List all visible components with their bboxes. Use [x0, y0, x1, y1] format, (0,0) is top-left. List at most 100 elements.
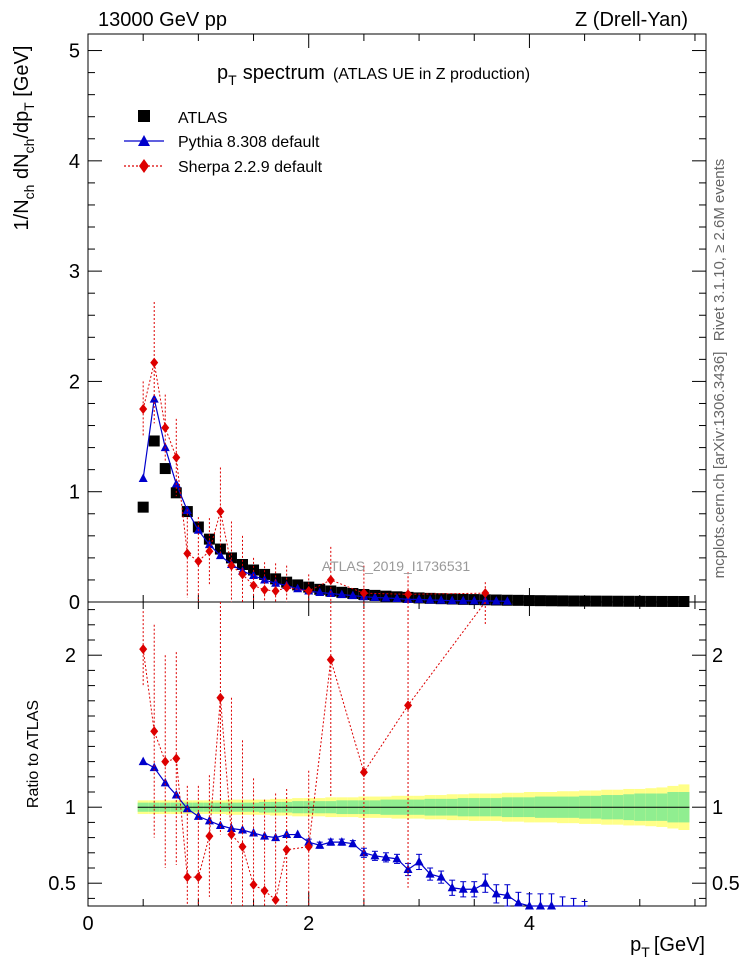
y-axis-label-main: 1/Nch dNch/dpT [GeV]: [11, 46, 37, 231]
sherpa-point-2: [161, 422, 170, 433]
ratio-ytick-label-1: 1: [65, 797, 76, 819]
atlas-point-36: [534, 595, 546, 607]
legend-pythia-label: Pythia 8.308 default: [178, 134, 320, 151]
ratio-ytick-label-right-2: 2: [712, 645, 723, 667]
sherpa-ratio-point-3: [172, 753, 181, 764]
pythia-point-27: [436, 595, 446, 604]
pythia-point-16: [315, 587, 325, 597]
pythia-ratio-point-2: [160, 777, 170, 787]
xtick-label-1: 2: [303, 913, 314, 935]
sherpa-ratio-point-2: [161, 756, 170, 767]
pythia-point-29: [458, 595, 468, 605]
sherpa-ratio-point-8: [227, 829, 236, 840]
main-ytick-label-5: 5: [69, 41, 80, 63]
xlabel-sub: T: [641, 944, 650, 960]
legend-atlas-marker: [138, 110, 150, 122]
pythia-ratio-point-22: [381, 852, 391, 861]
pythia-point-28: [447, 595, 457, 605]
data-series: [137, 302, 690, 910]
pythia-ratio-point-3: [171, 790, 181, 799]
sherpa-point-16: [359, 588, 368, 599]
sherpa-ratio-point-6: [205, 831, 214, 842]
title-p: p: [217, 62, 228, 84]
sherpa-ratio-point-16: [359, 767, 368, 778]
sherpa-point-7: [216, 506, 225, 517]
sherpa-ratio-point-0: [139, 644, 148, 655]
sherpa-point-9: [238, 569, 247, 580]
atlas-point-0: [137, 501, 149, 513]
pythia-ratio-point-18: [337, 837, 347, 846]
axis-ticks: 0 1 2 3 4 5 0.5 0.5 1 1 2 2 0 2 4: [48, 34, 740, 935]
sherpa-point-12: [271, 585, 280, 596]
sherpa-point-13: [282, 582, 291, 593]
pythia-ratio-point-26: [425, 869, 435, 878]
sherpa-point-0: [139, 403, 148, 414]
pythia-ratio-point-27: [436, 872, 446, 881]
atlas-point-44: [623, 595, 635, 607]
xtick-label-0: 0: [82, 913, 93, 935]
chart-title: pT spectrum (ATLAS UE in Z production): [217, 62, 530, 88]
atlas-point-47: [656, 595, 668, 607]
legend: ATLAS Pythia 8.308 default Sherpa 2.2.9 …: [124, 110, 323, 176]
sherpa-point-1: [150, 357, 159, 368]
atlas-point-2: [159, 463, 171, 475]
pythia-ratio-point-35: [524, 901, 534, 910]
sherpa-ratio-point-11: [260, 885, 269, 896]
atlas-point-42: [601, 595, 613, 607]
pythia-ratio-point-34: [513, 897, 523, 907]
pythia-ratio-point-1: [149, 762, 159, 772]
pythia-ratio-point-17: [326, 837, 336, 846]
sherpa-point-11: [260, 584, 269, 595]
sherpa-point-8: [227, 560, 236, 571]
atlas-point-37: [546, 595, 557, 607]
header-left: 13000 GeV pp: [98, 9, 227, 31]
pythia-ratio-point-25: [414, 856, 424, 866]
pythia-point-23: [392, 593, 402, 602]
sherpa-ratio-point-13: [282, 844, 291, 855]
sherpa-point-18: [481, 588, 490, 599]
sherpa-point-4: [183, 548, 192, 559]
atlas-point-49: [678, 596, 690, 608]
atlas-point-34: [512, 594, 524, 606]
main-ytick-label-1: 1: [69, 482, 80, 504]
main-ytick-label-2: 2: [69, 371, 80, 393]
y-axis-label-ratio: Ratio to ATLAS: [25, 700, 42, 808]
pythia-ratio-point-21: [370, 850, 380, 860]
pythia-ratio-point-36: [535, 901, 545, 910]
atlas-point-38: [557, 595, 569, 607]
atlas-point-35: [523, 595, 535, 607]
atlas-point-41: [590, 595, 602, 607]
sherpa-point-10: [249, 580, 258, 591]
pythia-ratio-point-31: [480, 878, 490, 887]
pythia-point-21: [370, 592, 380, 601]
sherpa-ratio-point-12: [271, 894, 280, 905]
pythia-point-0: [138, 473, 148, 482]
ratio-ytick-label-right-0: 0.5: [712, 873, 740, 895]
sherpa-point-14: [304, 585, 313, 596]
pythia-point-22: [381, 593, 391, 602]
pythia-ratio-point-14: [293, 829, 303, 839]
sherpa-point-17: [404, 589, 413, 600]
atlas-point-48: [667, 595, 679, 607]
pythia-ratio-point-32: [491, 888, 501, 898]
atlas-point-46: [645, 595, 657, 607]
sherpa-ratio-point-17: [404, 700, 413, 711]
xlabel-p: p: [630, 934, 641, 956]
atlas-point-45: [634, 595, 646, 607]
atlas-point-39: [568, 595, 580, 607]
pythia-line: [142, 398, 508, 602]
sherpa-ratio-point-14: [304, 841, 313, 852]
sherpa-ratio-point-5: [194, 872, 203, 883]
pythia-ratio-point-4: [182, 803, 192, 813]
x-axis-label: pT [GeV]: [630, 934, 705, 960]
pythia-ratio-point-29: [458, 884, 468, 893]
legend-pythia-marker: [138, 135, 150, 146]
sherpa-ratio-point-9: [238, 841, 247, 852]
pythia-ratio-point-16: [315, 840, 325, 849]
sherpa-ratio-point-1: [150, 726, 159, 737]
pythia-ratio-point-11: [260, 831, 270, 840]
title-note: (ATLAS UE in Z production): [333, 66, 530, 83]
ratio-ytick-label-right-1: 1: [712, 797, 723, 819]
pythia-point-32: [491, 596, 501, 605]
